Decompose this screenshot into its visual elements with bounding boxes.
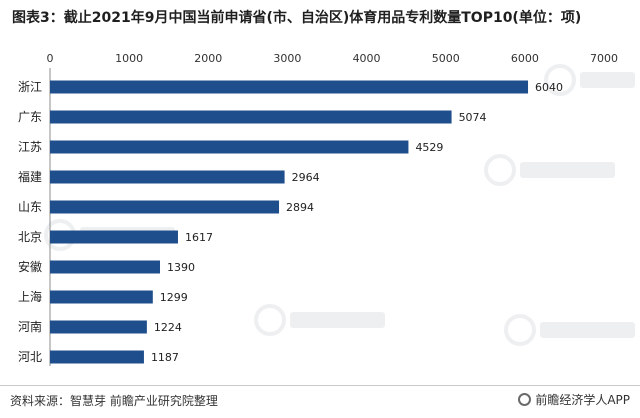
brand-logo-icon [518, 393, 532, 406]
bar-7 [50, 290, 153, 304]
category-label: 山东 [18, 200, 42, 214]
category-label: 北京 [18, 230, 42, 244]
data-label: 2964 [292, 171, 320, 184]
data-label: 1390 [167, 261, 195, 274]
bar-9 [50, 350, 144, 364]
watermark-logo-3 [484, 154, 615, 186]
x-tick-label: 0 [47, 52, 54, 65]
watermark-logo-2 [254, 304, 385, 336]
bars [50, 80, 529, 364]
x-tick-label: 7000 [590, 52, 618, 65]
brand-name: 前瞻经济学人APP [535, 393, 630, 407]
bar-4 [50, 200, 280, 214]
brand: 前瞻经济学人APP [518, 391, 630, 408]
x-tick-label: 3000 [273, 52, 301, 65]
x-tick-label: 5000 [432, 52, 460, 65]
x-tick-label: 2000 [194, 52, 222, 65]
data-label: 1617 [185, 231, 213, 244]
data-label: 5074 [459, 111, 487, 124]
category-label: 广东 [18, 110, 42, 124]
data-label: 4529 [415, 141, 443, 154]
bar-6 [50, 260, 161, 274]
bar-5 [50, 230, 178, 244]
watermark-logo-5 [544, 64, 635, 96]
source-note: 资料来源：智慧芽 前瞻产业研究院整理 [10, 394, 218, 408]
data-label: 2894 [286, 201, 314, 214]
category-label: 江苏 [18, 140, 42, 154]
data-labels: 6040 5074 4529 2964 2894 1617 1390 1299 1224 1187 [151, 81, 563, 364]
category-label: 福建 [18, 169, 42, 184]
watermark-logo-4 [504, 314, 635, 346]
data-label: 1187 [151, 351, 179, 364]
bar-0 [50, 80, 529, 94]
data-label: 6040 [535, 81, 563, 94]
category-label: 安徽 [18, 259, 42, 274]
footer-divider [0, 385, 640, 386]
x-tick-label: 4000 [353, 52, 381, 65]
category-label: 浙江 [18, 80, 42, 94]
bar-1 [50, 110, 452, 124]
chart-title: 图表3：截止2021年9月中国当前申请省(市、自治区)体育用品专利数量TOP10… [12, 10, 582, 26]
category-label: 上海 [18, 289, 42, 304]
category-label: 河南 [18, 319, 42, 334]
bar-2 [50, 140, 409, 154]
bar-3 [50, 170, 285, 184]
x-tick-label: 6000 [511, 52, 539, 65]
x-tick-label: 1000 [115, 52, 143, 65]
data-label: 1299 [160, 291, 188, 304]
data-label: 1224 [154, 321, 182, 334]
category-label: 河北 [18, 350, 42, 364]
bar-8 [50, 320, 147, 334]
bar-chart: 0 1000 2000 3000 4000 5000 6000 7000 浙江广东江苏福建山东… [18, 52, 635, 366]
